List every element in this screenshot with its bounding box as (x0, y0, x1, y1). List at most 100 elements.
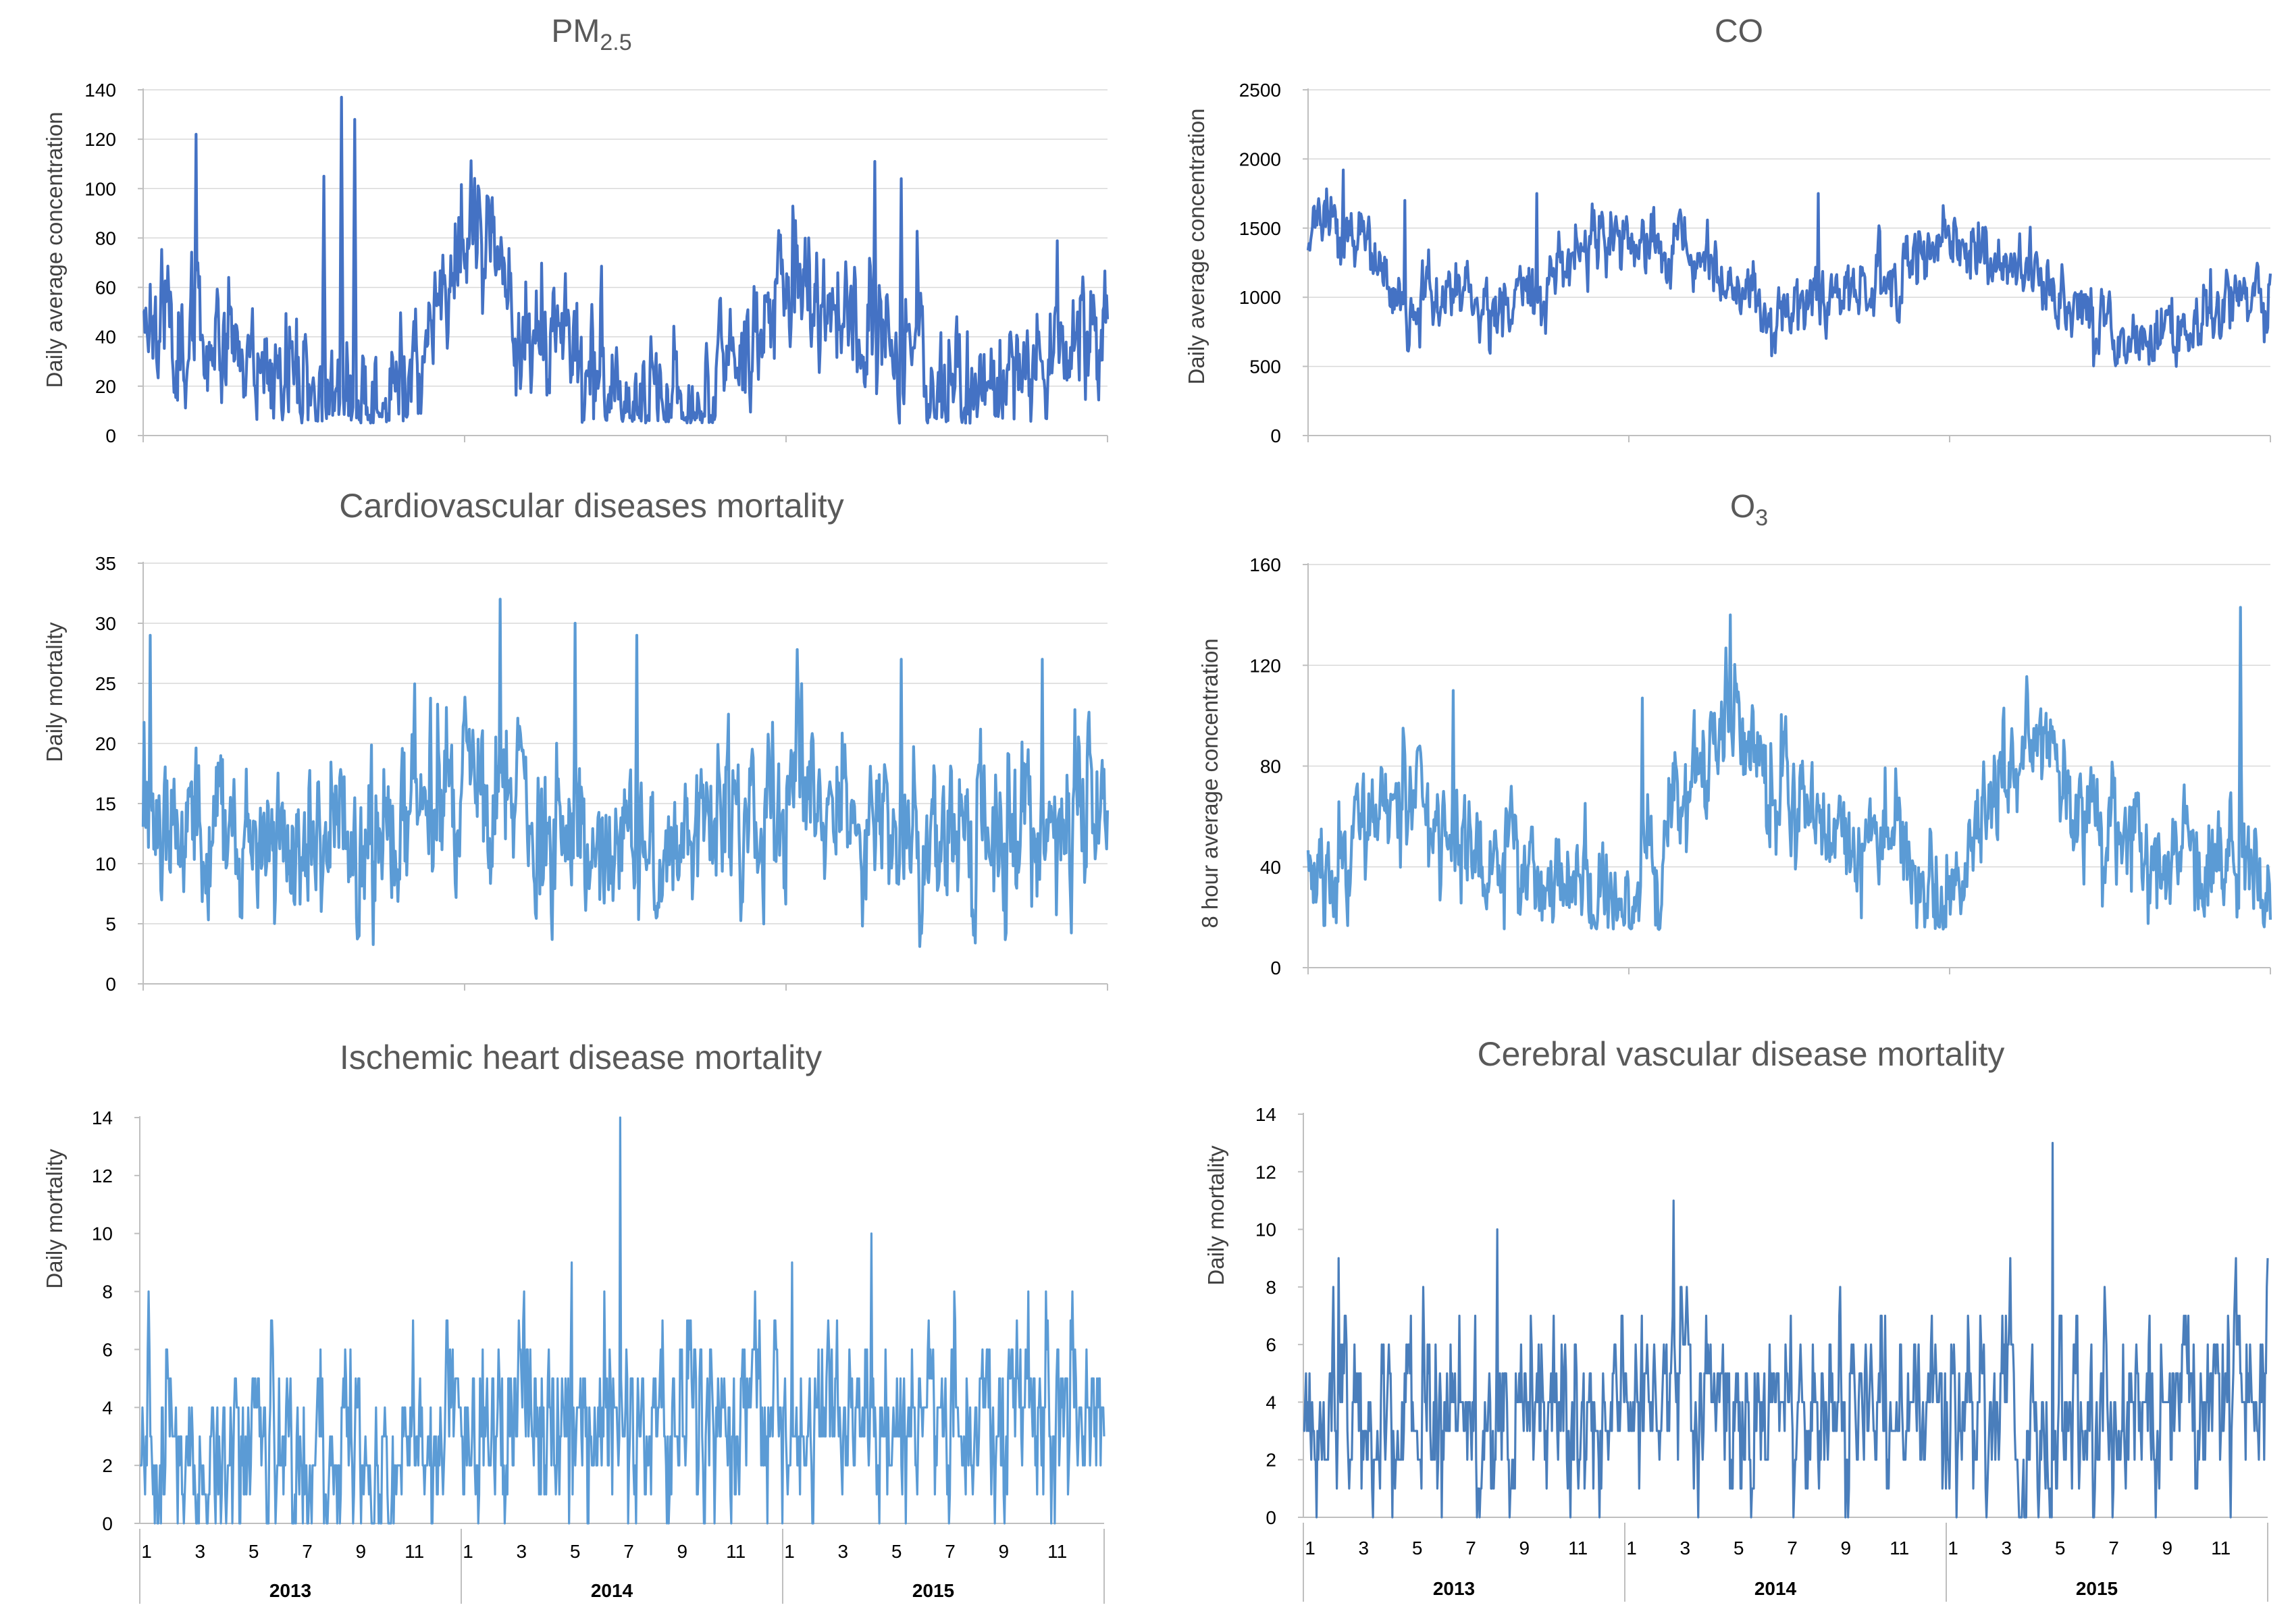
y-tick-label: 500 (1249, 357, 1281, 377)
y-tick-label: 10 (92, 1224, 113, 1245)
x-month-label: 5 (1412, 1538, 1423, 1558)
x-month-label: 9 (1841, 1538, 1852, 1558)
x-month-label: 5 (1734, 1538, 1744, 1558)
x-month-label: 5 (891, 1541, 902, 1562)
x-month-label: 3 (1680, 1538, 1691, 1558)
series-line-cbvd (1303, 1142, 2269, 1519)
y-tick-label: 12 (1255, 1161, 1276, 1182)
y-tick-label: 4 (1266, 1392, 1276, 1413)
x-month-label: 9 (677, 1541, 688, 1562)
x-month-label: 1 (1626, 1538, 1637, 1558)
y-tick-label: 15 (95, 793, 116, 814)
y-tick-label: 120 (1249, 655, 1281, 676)
x-month-label: 7 (945, 1541, 956, 1562)
x-month-label: 11 (1568, 1538, 1588, 1558)
chart-title-main: O (1730, 489, 1755, 525)
y-tick-label: 14 (92, 1107, 113, 1128)
chart-title-ihd: Ischemic heart disease mortality (340, 1039, 822, 1076)
series-line-ihd (139, 1116, 1105, 1525)
x-month-label: 11 (2211, 1538, 2231, 1558)
series-line-pm25 (142, 95, 1110, 425)
x-month-label: 7 (302, 1541, 313, 1562)
series-line-cvd (141, 598, 1110, 948)
chart-title-main: PM (551, 14, 600, 49)
y-tick-label: 5 (105, 914, 116, 935)
y-tick-label: 100 (84, 178, 116, 199)
chart-title-main: CO (1715, 14, 1763, 49)
x-month-label: 11 (726, 1541, 746, 1562)
y-tick-label: 0 (102, 1513, 113, 1534)
y-tick-label: 0 (1270, 958, 1281, 978)
x-month-label: 3 (2002, 1538, 2012, 1558)
x-month-label: 5 (2055, 1538, 2066, 1558)
x-month-label: 9 (999, 1541, 1010, 1562)
y-tick-label: 8 (102, 1282, 113, 1303)
y-tick-label: 160 (1249, 554, 1281, 575)
x-month-label: 3 (517, 1541, 527, 1562)
series-line-co (1306, 168, 2272, 368)
y-tick-label: 1000 (1239, 287, 1281, 308)
x-month-label: 11 (405, 1541, 424, 1562)
x-month-label: 7 (1465, 1538, 1476, 1558)
x-month-label: 11 (1890, 1538, 1909, 1558)
x-month-label: 5 (570, 1541, 581, 1562)
x-month-label: 7 (2108, 1538, 2119, 1558)
y-tick-label: 2000 (1239, 149, 1281, 169)
y-tick-label: 140 (84, 80, 116, 101)
y-axis-label: Daily mortality (1203, 1145, 1228, 1286)
y-tick-label: 20 (95, 376, 116, 397)
y-tick-label: 60 (95, 278, 116, 298)
y-tick-label: 0 (1270, 425, 1281, 446)
x-year-label: 2014 (591, 1580, 633, 1601)
y-tick-label: 2 (1266, 1450, 1276, 1471)
x-year-label: 2014 (1754, 1578, 1797, 1599)
chart-title-co: CO (1715, 14, 1763, 49)
y-tick-label: 80 (95, 228, 116, 248)
y-tick-label: 40 (95, 327, 116, 348)
y-axis-label: Daily average concentration (42, 111, 67, 388)
y-tick-label: 35 (95, 553, 116, 574)
x-month-label: 1 (784, 1541, 795, 1562)
chart-title-pm25: PM2.5 (551, 14, 631, 55)
y-axis-label: Daily average concentration (1184, 108, 1209, 384)
x-month-label: 3 (195, 1541, 206, 1562)
x-month-label: 9 (1519, 1538, 1530, 1558)
y-tick-label: 120 (84, 129, 116, 150)
x-month-label: 1 (1948, 1538, 1958, 1558)
y-tick-label: 30 (95, 613, 116, 634)
y-axis-label: 8 hour average concentration (1197, 638, 1222, 928)
y-tick-label: 80 (1260, 756, 1281, 777)
y-tick-label: 14 (1255, 1104, 1276, 1125)
x-month-label: 9 (356, 1541, 367, 1562)
chart-title-main: Ischemic heart disease mortality (340, 1039, 822, 1076)
chart-title-subscript: 3 (1755, 505, 1768, 531)
series-line-o3 (1306, 606, 2272, 931)
chart-co: CO 0 500 1000 1500 2000 2500 Daily average conc… (1184, 14, 2272, 446)
y-tick-label: 6 (1266, 1334, 1276, 1355)
chart-title-main: Cerebral vascular disease mortality (1478, 1035, 2005, 1073)
x-month-label: 3 (838, 1541, 849, 1562)
y-tick-label: 20 (95, 733, 116, 754)
chart-cbvd: Cerebral vascular disease mortality 0 2 4 6 8… (1203, 1035, 2269, 1602)
x-month-label: 9 (2162, 1538, 2173, 1558)
x-month-label: 7 (1787, 1538, 1798, 1558)
chart-title-main: Cardiovascular diseases mortality (339, 487, 844, 525)
y-tick-label: 40 (1260, 857, 1281, 878)
y-tick-label: 6 (102, 1339, 113, 1360)
y-axis-label: Daily mortality (42, 1149, 67, 1289)
chart-title-o3: O3 (1730, 489, 1768, 531)
chart-ihd: Ischemic heart disease mortality 0 2 4 6 8 10 1… (42, 1039, 1105, 1604)
x-year-label: 2013 (269, 1580, 311, 1601)
y-tick-label: 0 (105, 425, 116, 446)
x-month-label: 5 (249, 1541, 259, 1562)
x-year-label: 2015 (2076, 1578, 2118, 1599)
x-month-label: 7 (623, 1541, 634, 1562)
y-tick-label: 1500 (1239, 218, 1281, 239)
x-month-label: 1 (1305, 1538, 1316, 1558)
y-tick-label: 2 (102, 1455, 113, 1476)
y-tick-label: 10 (95, 854, 116, 874)
x-month-label: 11 (1047, 1541, 1067, 1562)
chart-cvd: Cardiovascular diseases mortality 0 5 10 15 2… (42, 487, 1110, 995)
y-tick-label: 8 (1266, 1277, 1276, 1298)
